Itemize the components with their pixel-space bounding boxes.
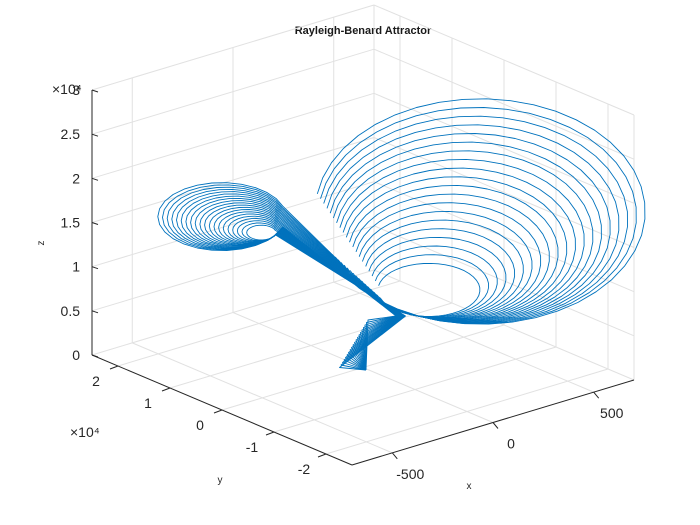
- wall-gridline-z: [373, 4, 635, 116]
- z-tick: [91, 89, 99, 93]
- y-tick: [109, 365, 119, 370]
- attractor-loop: [162, 107, 637, 371]
- wall-gridline-z: [91, 269, 375, 356]
- floor-gridline-y: [169, 302, 453, 389]
- z-tick-label: 1.5: [61, 215, 81, 231]
- floor-gridline-y: [273, 346, 557, 433]
- attractor-loop: [157, 98, 646, 371]
- x-tick: [593, 391, 600, 399]
- z-tick-label: 1: [72, 259, 80, 275]
- x-axis-label: x: [467, 481, 472, 492]
- x-tick-labels: -500 0 500: [396, 405, 623, 482]
- y-exponent: ×10⁴: [70, 424, 100, 440]
- x-tick: [391, 452, 398, 460]
- wall-gridline-z: [91, 48, 375, 135]
- wall-gridline-z: [91, 137, 375, 223]
- y-tick: [213, 409, 223, 414]
- y-tick-label: 1: [144, 395, 152, 411]
- wall-gridline-z: [91, 225, 375, 312]
- wall-gridline-z: [373, 48, 635, 160]
- x-tick-label: 0: [507, 436, 515, 452]
- wall-gridline-z: [373, 181, 635, 293]
- z-axis-label: z: [36, 241, 47, 246]
- attractor-loop: [176, 133, 611, 371]
- z-tick: [91, 310, 99, 314]
- attractor-loop: [190, 158, 585, 371]
- z-tick: [91, 133, 99, 137]
- z-tick: [91, 266, 99, 270]
- wall-gridline-z: [91, 92, 375, 179]
- y-tick-labels: 2 1 0 -1 -2: [92, 373, 310, 477]
- wall-gridline-z: [91, 181, 375, 268]
- z-tick-label: 0.5: [61, 303, 81, 319]
- wall-gridline-z: [373, 225, 635, 337]
- z-tick-label: 0: [72, 347, 80, 363]
- y-tick-label: -2: [298, 461, 311, 477]
- attractor-curve: [157, 98, 646, 371]
- x-tick: [492, 422, 499, 429]
- z-tick-label: 2.5: [61, 126, 81, 142]
- z-tick-labels: 0 0.5 1 1.5 2 2.5 3: [61, 82, 81, 363]
- y-tick-label: -1: [246, 439, 259, 455]
- y-tick-label: 2: [92, 373, 100, 389]
- x-tick-label: 500: [600, 405, 624, 421]
- y-tick: [161, 387, 171, 392]
- y-axis-label: y: [218, 475, 223, 486]
- floor-gridline-y: [325, 368, 609, 455]
- z-tick: [91, 177, 99, 181]
- chart-title: Rayleigh-Benard Attractor: [295, 25, 432, 37]
- axes: [91, 89, 635, 466]
- z-tick-label: 3: [72, 82, 80, 98]
- wall-gridline-z: [373, 92, 635, 204]
- z-tick-label: 2: [72, 170, 80, 186]
- x-tick-label: -500: [396, 466, 424, 482]
- z-exponent: ×10⁴: [52, 81, 82, 97]
- attractor-loop: [213, 202, 542, 371]
- grid: [91, 4, 635, 455]
- wall-gridline-z: [91, 4, 375, 91]
- wall-gridline-z: [373, 269, 635, 381]
- y-tick: [317, 453, 327, 458]
- wall-gridline-z: [373, 137, 635, 248]
- z-tick: [91, 222, 99, 225]
- floor-gridline-y: [117, 280, 401, 367]
- y-tick: [265, 431, 275, 436]
- z-tick: [91, 354, 99, 358]
- y-tick-label: 0: [196, 417, 204, 433]
- attractor-loop: [204, 184, 559, 371]
